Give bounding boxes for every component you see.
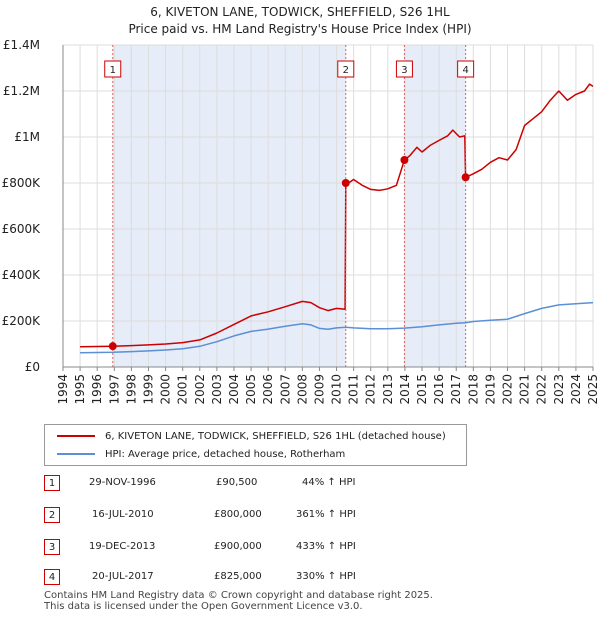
sale-price: £800,000 bbox=[214, 509, 262, 520]
sale-hpi-change: 361% ↑ HPI bbox=[296, 509, 356, 520]
property-price-line bbox=[80, 83, 594, 348]
sale-label-text: 1 bbox=[110, 65, 116, 76]
x-tick-label: 2023 bbox=[552, 374, 566, 405]
sale-date: 20-JUL-2017 bbox=[92, 571, 154, 582]
table-row: 4 20-JUL-2017 £825,000 330% ↑ HPI bbox=[44, 569, 404, 587]
sale-number-badge: 2 bbox=[44, 507, 60, 523]
ownership-shade bbox=[112, 45, 346, 367]
sale-number-badge: 3 bbox=[44, 539, 60, 555]
x-tick-label: 2020 bbox=[501, 374, 515, 405]
x-tick-label: 1996 bbox=[90, 374, 104, 405]
sale-label-text: 4 bbox=[462, 65, 468, 76]
x-tick-label: 1999 bbox=[141, 374, 155, 405]
hpi-line bbox=[80, 301, 594, 354]
y-tick-label: £1M bbox=[14, 130, 40, 144]
sale-date: 29-NOV-1996 bbox=[89, 477, 156, 488]
x-tick-label: 2009 bbox=[312, 374, 326, 405]
x-tick-label: 2007 bbox=[278, 374, 292, 405]
x-tick-label: 2008 bbox=[295, 374, 309, 405]
footer-line-2: This data is licensed under the Open Gov… bbox=[44, 601, 363, 612]
sale-point bbox=[400, 156, 409, 164]
x-tick-label: 2006 bbox=[261, 374, 275, 405]
y-tick-label: £800K bbox=[2, 176, 42, 190]
x-tick-label: 2012 bbox=[364, 374, 378, 405]
sale-number-badge: 1 bbox=[44, 475, 60, 491]
x-tick-label: 2021 bbox=[518, 374, 532, 405]
sale-date: 19-DEC-2013 bbox=[89, 541, 156, 552]
x-tick-label: 2000 bbox=[159, 374, 173, 405]
sale-date: 16-JUL-2010 bbox=[92, 509, 154, 520]
y-tick-label: £1.2M bbox=[3, 84, 40, 98]
y-tick-label: £600K bbox=[2, 222, 42, 236]
footer-attribution: Contains HM Land Registry data © Crown c… bbox=[44, 590, 433, 612]
sale-hpi-change: 433% ↑ HPI bbox=[296, 541, 356, 552]
x-tick-label: 2003 bbox=[210, 374, 224, 405]
sale-label-box bbox=[104, 60, 122, 78]
x-tick-label: 1998 bbox=[124, 374, 138, 405]
sale-price: £825,000 bbox=[214, 571, 262, 582]
sale-point bbox=[108, 342, 117, 351]
chart-title-block: 6, KIVETON LANE, TODWICK, SHEFFIELD, S26… bbox=[0, 4, 600, 38]
y-tick-label: £0 bbox=[25, 360, 40, 374]
legend-label-property: 6, KIVETON LANE, TODWICK, SHEFFIELD, S26… bbox=[105, 430, 446, 442]
x-tick-label: 2016 bbox=[432, 374, 446, 405]
sale-label-box bbox=[337, 60, 355, 78]
ownership-shade bbox=[404, 45, 466, 367]
x-tick-label: 2019 bbox=[483, 374, 497, 405]
y-tick-label: £400K bbox=[2, 268, 42, 282]
sale-hpi-change: 330% ↑ HPI bbox=[296, 571, 356, 582]
x-tick-label: 2022 bbox=[535, 374, 549, 405]
sale-label-box bbox=[395, 60, 413, 78]
x-tick-label: 2013 bbox=[381, 374, 395, 405]
sale-price: £900,000 bbox=[214, 541, 262, 552]
table-row: 3 19-DEC-2013 £900,000 433% ↑ HPI bbox=[44, 539, 404, 557]
x-tick-label: 2001 bbox=[176, 374, 190, 405]
chart-title: 6, KIVETON LANE, TODWICK, SHEFFIELD, S26… bbox=[150, 5, 450, 19]
table-row: 1 29-NOV-1996 £90,500 44% ↑ HPI bbox=[44, 475, 404, 493]
sale-number-badge: 4 bbox=[44, 569, 60, 585]
x-tick-label: 2004 bbox=[227, 374, 241, 405]
x-tick-label: 1995 bbox=[73, 374, 87, 405]
sale-point bbox=[461, 173, 470, 182]
x-tick-label: 2002 bbox=[193, 374, 207, 405]
sale-point bbox=[341, 179, 350, 187]
x-tick-label: 1994 bbox=[56, 374, 70, 405]
x-tick-label: 2025 bbox=[586, 374, 600, 405]
legend-label-hpi: HPI: Average price, detached house, Roth… bbox=[105, 448, 346, 460]
sale-label-box bbox=[457, 60, 475, 78]
sale-label-text: 2 bbox=[343, 65, 349, 76]
legend-swatch-property bbox=[57, 435, 95, 437]
legend-item-hpi: HPI: Average price, detached house, Roth… bbox=[57, 446, 345, 462]
legend: 6, KIVETON LANE, TODWICK, SHEFFIELD, S26… bbox=[44, 424, 467, 466]
x-tick-label: 2014 bbox=[398, 374, 412, 405]
table-row: 2 16-JUL-2010 £800,000 361% ↑ HPI bbox=[44, 507, 404, 525]
x-tick-label: 2005 bbox=[244, 374, 258, 405]
footer-line-1: Contains HM Land Registry data © Crown c… bbox=[44, 590, 433, 601]
price-chart: 1 2 3 4 £0 £200K £400K £600K £800K £1M £1.2M £1.4M… bbox=[2, 38, 600, 405]
x-tick-label: 2017 bbox=[449, 374, 463, 405]
y-tick-label: £200K bbox=[2, 314, 42, 328]
y-tick-label: £1.4M bbox=[3, 38, 40, 52]
x-tick-label: 2011 bbox=[347, 374, 361, 405]
x-tick-label: 1997 bbox=[107, 374, 121, 405]
x-tick-label: 2015 bbox=[415, 374, 429, 405]
x-tick-label: 2024 bbox=[569, 374, 583, 405]
sale-price: £90,500 bbox=[216, 477, 258, 488]
chart-subtitle: Price paid vs. HM Land Registry's House … bbox=[128, 22, 472, 36]
x-tick-label: 2010 bbox=[330, 374, 344, 405]
sale-hpi-change: 44% ↑ HPI bbox=[302, 477, 356, 488]
x-tick-label: 2018 bbox=[466, 374, 480, 405]
sale-label-text: 3 bbox=[401, 65, 407, 76]
legend-swatch-hpi bbox=[57, 453, 95, 455]
legend-item-property: 6, KIVETON LANE, TODWICK, SHEFFIELD, S26… bbox=[57, 428, 446, 444]
